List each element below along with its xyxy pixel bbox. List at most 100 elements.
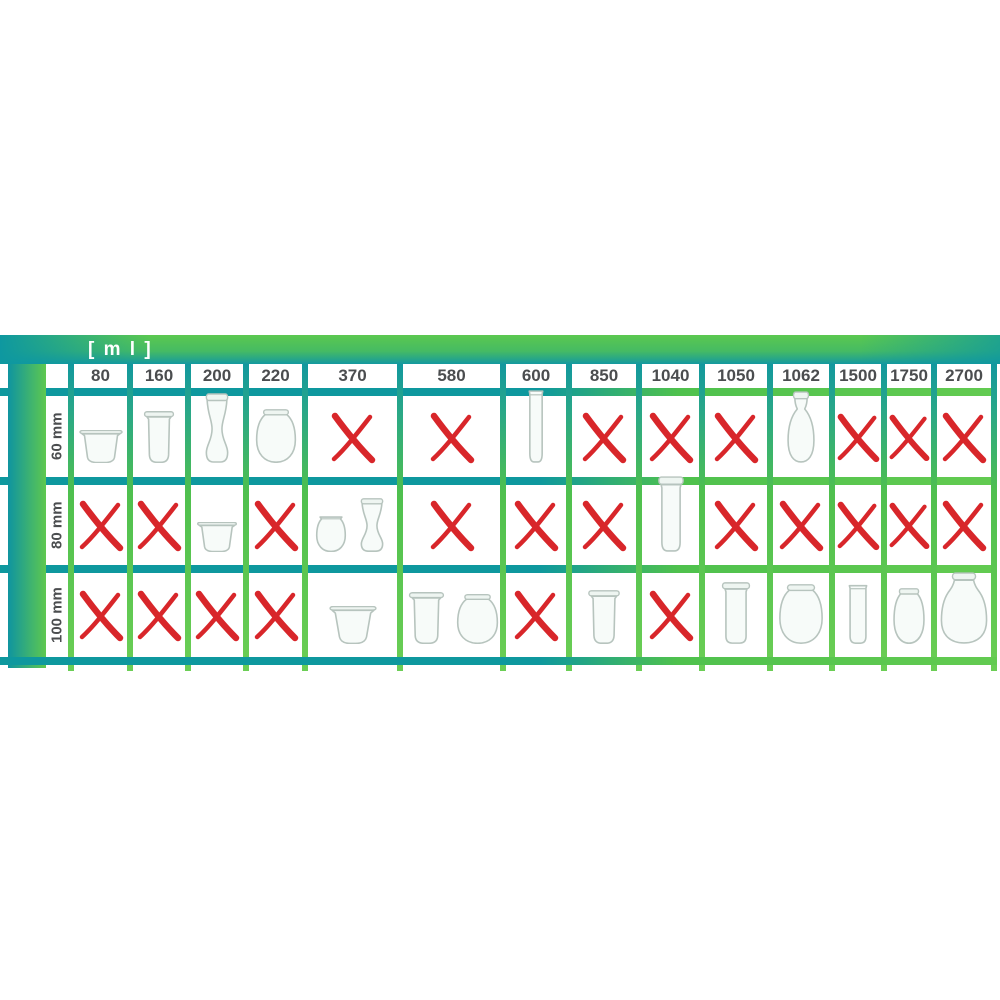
grid-hline: [0, 477, 997, 485]
column-header-200: 200: [202, 366, 232, 385]
grid-vline: [931, 364, 937, 671]
cell-80mm-1062-unavailable: [773, 485, 829, 565]
cell-100mm-370-available: [308, 573, 397, 644]
cell-80mm-370-available: [308, 485, 397, 552]
red-x-icon: [714, 412, 759, 463]
cell-60mm-160-available: [133, 396, 185, 463]
grid-vline: [699, 364, 705, 671]
cell-80mm-1040-available: [642, 485, 699, 552]
diameter-axis-bar: [8, 364, 46, 668]
row-label-60mm: 60 mm: [48, 412, 66, 461]
row-label-80mm: 80 mm: [48, 501, 66, 549]
cell-100mm-1750-available: [887, 573, 931, 644]
jar-icon-mold-flat: [76, 430, 126, 463]
jar-icon-tulip: [892, 588, 926, 644]
red-x-icon: [714, 500, 759, 552]
grid-vline: [566, 364, 572, 671]
cell-60mm-370-unavailable: [308, 396, 397, 477]
column-header-580: 580: [437, 366, 466, 385]
grid-vline: [127, 364, 133, 671]
cell-60mm-1050-unavailable: [705, 396, 767, 477]
cell-80mm-200-available: [191, 485, 243, 552]
cell-100mm-600-unavailable: [506, 573, 566, 657]
cell-100mm-1040-unavailable: [642, 573, 699, 657]
grid-vline: [243, 364, 249, 671]
red-x-icon: [649, 412, 693, 463]
cell-80mm-80-unavailable: [74, 485, 127, 565]
jar-icon-tulip: [254, 409, 298, 463]
red-x-icon: [649, 590, 693, 642]
cell-100mm-1050-available: [705, 573, 767, 644]
jar-icon-cylinder: [522, 389, 550, 463]
cell-100mm-1500-available: [835, 573, 881, 644]
jar-icon-mold-flat: [194, 522, 240, 552]
column-header-1750: 1750: [890, 366, 928, 385]
red-x-icon: [430, 500, 474, 552]
grid-vline: [829, 364, 835, 671]
cell-60mm-220-available: [249, 396, 302, 463]
red-x-icon: [195, 590, 240, 642]
red-x-icon: [889, 414, 930, 461]
cell-100mm-580-available: [403, 573, 500, 644]
red-x-icon: [889, 502, 930, 550]
jar-icon-bowl: [327, 606, 379, 644]
grid-hline: [0, 565, 997, 573]
jar-icon-cylinder-lid: [715, 582, 757, 644]
red-x-icon: [514, 500, 559, 552]
red-x-icon: [79, 500, 123, 552]
jar-icon-mold: [583, 590, 625, 644]
jar-icon-mold: [139, 411, 179, 463]
cell-80mm-220-unavailable: [249, 485, 302, 565]
cell-80mm-850-unavailable: [572, 485, 636, 565]
jar-icon-hourglass: [353, 498, 391, 552]
cell-60mm-600-available: [506, 396, 566, 463]
cell-80mm-160-unavailable: [133, 485, 185, 565]
jar-icon-bottle: [784, 391, 818, 463]
jar-icon-tulip: [455, 594, 500, 644]
cell-80mm-580-unavailable: [403, 485, 500, 565]
cell-60mm-1062-available: [773, 396, 829, 463]
cell-80mm-1050-unavailable: [705, 485, 767, 565]
red-x-icon: [779, 500, 824, 552]
red-x-icon: [514, 590, 559, 642]
column-header-1040: 1040: [651, 366, 690, 385]
grid-vline: [636, 364, 642, 671]
column-header-1062: 1062: [782, 366, 820, 385]
cell-100mm-80-unavailable: [74, 573, 127, 657]
cell-60mm-580-unavailable: [403, 396, 500, 477]
jar-icon-cylinder: [840, 584, 876, 644]
red-x-icon: [254, 590, 298, 642]
grid-hline: [0, 388, 997, 396]
grid-vline: [185, 364, 191, 671]
column-header-160: 160: [144, 366, 174, 385]
grid-vline: [500, 364, 506, 671]
cell-60mm-200-available: [191, 396, 243, 463]
cell-80mm-1500-unavailable: [835, 485, 881, 565]
cell-100mm-850-available: [572, 573, 636, 644]
red-x-icon: [582, 500, 627, 552]
cell-60mm-1500-unavailable: [835, 396, 881, 477]
column-header-220: 220: [261, 366, 290, 385]
grid-hline: [0, 657, 997, 665]
column-header-1050: 1050: [717, 366, 755, 385]
red-x-icon: [254, 500, 298, 552]
cell-80mm-600-unavailable: [506, 485, 566, 565]
cell-100mm-200-unavailable: [191, 573, 243, 657]
red-x-icon: [331, 412, 375, 463]
jar-icon-tulip-cup: [314, 516, 348, 552]
column-header-600: 600: [521, 366, 551, 385]
jar-icon-cylinder-lid: [652, 476, 690, 552]
cell-60mm-850-unavailable: [572, 396, 636, 477]
cell-100mm-1062-available: [773, 573, 829, 644]
cell-80mm-2700-unavailable: [937, 485, 991, 565]
volume-unit-label: [ m l ]: [88, 339, 153, 360]
red-x-icon: [837, 501, 880, 551]
red-x-icon: [837, 413, 880, 462]
column-header-80: 80: [91, 366, 110, 385]
cell-60mm-1750-unavailable: [887, 396, 931, 477]
grid-vline: [991, 364, 997, 671]
red-x-icon: [942, 412, 987, 463]
column-header-850: 850: [589, 366, 619, 385]
volume-unit-bar: [0, 335, 1000, 364]
